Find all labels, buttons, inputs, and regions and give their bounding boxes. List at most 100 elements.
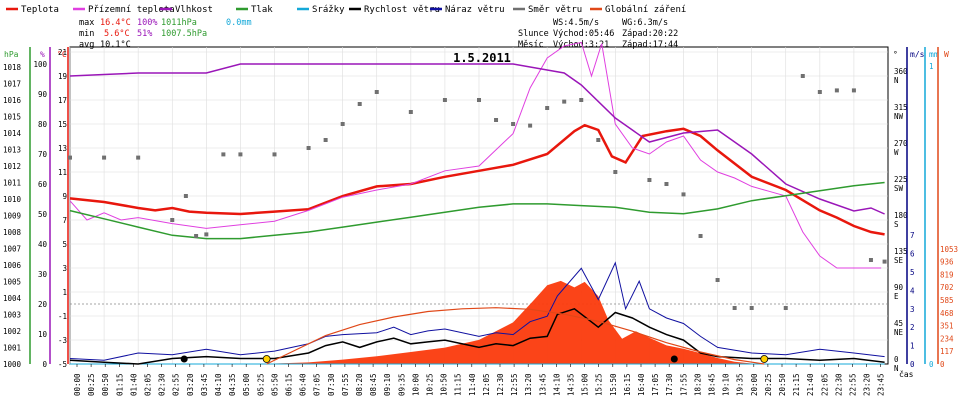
axis-tick-pressure: 1004	[3, 294, 22, 303]
x-tick-label: 07:05	[313, 373, 322, 396]
wind-dir-point	[528, 123, 533, 128]
axis-tick-pressure: 1002	[3, 327, 21, 336]
x-tick-label: 07:30	[327, 373, 336, 396]
x-tick-label: 20:50	[778, 373, 787, 396]
x-tick-label: 17:05	[651, 373, 660, 396]
axis-tick-pressure: 1008	[3, 228, 22, 237]
x-tick-label: 00:50	[101, 373, 110, 396]
axis-tick-dir-name: SE	[894, 256, 904, 265]
axis-tick-temp: 15	[58, 120, 67, 129]
x-tick-label: 20:00	[750, 373, 759, 396]
legend-label: Směr větru	[528, 5, 582, 15]
wind-dir-point	[68, 155, 72, 160]
axis-tick-pressure: 1003	[3, 311, 21, 320]
stats-min-hum: 51%	[137, 29, 152, 39]
axis-tick-dir-deg: 225	[894, 175, 908, 184]
x-tick-label: 00:25	[87, 373, 96, 396]
axis-tick-pressure: 1007	[3, 245, 21, 254]
info-moon-rise: Východ:3:21	[553, 40, 609, 50]
axis-tick-pressure: 1013	[3, 146, 21, 155]
stats-avg-label: avg	[79, 40, 94, 50]
axis-unit-wind: m/s	[910, 50, 925, 59]
x-tick-label: 10:00	[411, 373, 420, 396]
x-tick-label: 22:55	[849, 373, 858, 396]
axis-tick-temp: 3	[62, 264, 67, 273]
axis-tick-humidity: 40	[38, 240, 48, 249]
axis-tick-dir-name: SW	[894, 184, 904, 193]
axis-tick-pressure: 1010	[3, 195, 22, 204]
axis-tick-dir-deg: 315	[894, 103, 908, 112]
axis-tick-temp: 1	[62, 288, 67, 297]
axis-tick-temp: 17	[58, 96, 67, 105]
axis-unit-solar: W	[944, 50, 949, 59]
axis-tick-wind: 7	[910, 231, 915, 240]
x-tick-label: 10:50	[440, 373, 449, 396]
x-tick-label: 04:10	[214, 373, 223, 396]
axis-tick-temp: 9	[62, 192, 67, 201]
axis-tick-pressure: 1009	[3, 212, 21, 221]
axis-tick-wind: 5	[910, 268, 915, 277]
axis-tick-rain: 0	[929, 360, 934, 369]
wind-dir-point	[102, 155, 107, 160]
axis-tick-humidity: 0	[42, 360, 47, 369]
wind-dir-point	[732, 306, 737, 310]
axis-tick-solar: 0	[940, 360, 945, 369]
x-tick-label: 15:25	[595, 373, 604, 396]
x-tick-label: 15:50	[609, 373, 618, 396]
wind-dir-point	[170, 218, 175, 222]
x-tick-label: 02:05	[144, 373, 153, 396]
info-wg: WG:6.3m/s	[622, 18, 668, 28]
axis-tick-temp: -3	[58, 336, 67, 345]
axis-tick-temp: 7	[62, 216, 67, 225]
wind-dir-point	[238, 152, 243, 157]
stats-max-label: max	[79, 18, 94, 28]
axis-tick-solar: 234	[940, 334, 954, 343]
axis-tick-humidity: 60	[38, 180, 48, 189]
x-tick-label: 00:00	[73, 373, 82, 396]
wind-dir-point	[408, 110, 413, 114]
wind-dir-point	[194, 234, 199, 238]
wind-dir-point	[681, 192, 686, 197]
wind-dir-point	[357, 102, 362, 106]
axis-unit-humidity: %	[40, 50, 45, 59]
wind-dir-point	[221, 152, 226, 157]
legend-label: Vlhkost	[175, 5, 213, 15]
x-tick-label: 17:30	[665, 373, 674, 396]
axis-tick-solar: 585	[940, 296, 954, 305]
axis-tick-rain: 1	[929, 62, 934, 71]
x-tick-label: 23:45	[877, 373, 886, 396]
axis-tick-dir-name: E	[894, 292, 899, 301]
axis-tick-pressure: 1001	[3, 344, 21, 353]
axis-tick-dir-name: N	[894, 76, 899, 85]
x-tick-label: 20:25	[764, 373, 773, 396]
wind-dir-point	[374, 90, 379, 94]
x-tick-label: 14:35	[567, 373, 576, 396]
stats-max-rain: 0.0mm	[226, 18, 252, 28]
x-tick-label: 01:40	[129, 373, 138, 396]
info-sun-label: Slunce	[518, 29, 549, 39]
x-tick-label: 21:40	[806, 373, 815, 396]
stats-min-temp: 5.6°C	[104, 29, 130, 39]
wind-dir-point	[272, 152, 277, 157]
axis-tick-dir-deg: 180	[894, 211, 908, 220]
legend-label: Teplota	[21, 5, 59, 15]
x-axis-label: čas	[899, 369, 914, 379]
axis-tick-pressure: 1011	[3, 179, 21, 188]
wind-dir-point	[613, 170, 618, 174]
wind-dir-point	[477, 98, 481, 102]
axis-tick-pressure: 1014	[3, 129, 22, 138]
axis-tick-temp: 5	[62, 240, 67, 249]
axis-tick-dir-deg: 270	[894, 139, 908, 148]
axis-tick-solar: 468	[940, 309, 954, 318]
series-wind-direction	[68, 74, 887, 310]
stats-max-press: 1011hPa	[161, 18, 197, 28]
axis-tick-dir-name: W	[894, 148, 899, 157]
axis-tick-dir-deg: 90	[894, 283, 904, 292]
x-tick-label: 23:20	[863, 373, 872, 396]
axis-tick-humidity: 100	[33, 60, 47, 69]
x-tick-label: 04:35	[228, 373, 237, 396]
wind-dir-point	[851, 88, 856, 93]
x-tick-label: 06:40	[299, 373, 308, 396]
